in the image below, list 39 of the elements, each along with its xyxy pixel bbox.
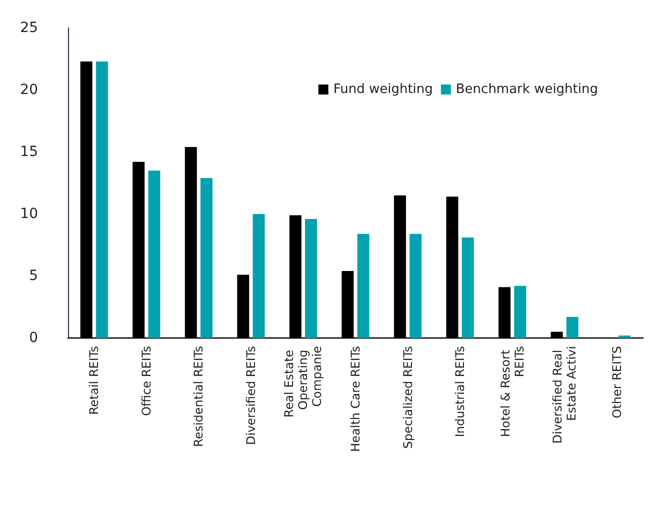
bar [462, 238, 474, 338]
bar [200, 178, 212, 338]
x-tick-label: Retail REITs [87, 346, 102, 415]
x-tick-label: Specialized REITs [400, 346, 415, 449]
bar [237, 274, 250, 338]
x-tick-label: Hotel & Resort REITs [498, 346, 526, 438]
bar [394, 195, 406, 338]
y-tick-label: 10 [20, 206, 38, 222]
y-tick-label: 20 [20, 82, 38, 98]
bar [566, 316, 578, 338]
bar [514, 286, 526, 338]
bar [132, 162, 145, 338]
bar [184, 147, 197, 338]
x-tick-label: Diversified Real Estate Activi [550, 346, 579, 444]
x-tick-label: Residential REITs [192, 346, 206, 447]
y-tick-label: 25 [20, 20, 38, 36]
bar [252, 214, 265, 338]
x-tick-label: Office REITs [139, 346, 154, 416]
legend-label: Benchmark weighting [456, 82, 598, 97]
legend-label: Fund weighting [333, 82, 433, 97]
bar [305, 218, 318, 338]
x-tick-label: Other REITS [610, 346, 624, 418]
x-tick-label: Diversified REITs [244, 346, 258, 446]
bar [342, 271, 354, 338]
bar [148, 170, 160, 338]
bar [289, 215, 302, 338]
bar [357, 234, 370, 338]
bar [410, 234, 422, 338]
x-tick-label: Real Estate Operating Companie [282, 346, 324, 418]
bar [80, 61, 92, 338]
y-tick-label: 15 [20, 144, 38, 160]
y-tick-label: 0 [29, 330, 38, 346]
y-tick-label: 5 [29, 268, 38, 284]
x-tick-label: Industrial REITs [453, 346, 468, 438]
bar [96, 61, 108, 338]
bar [550, 332, 563, 338]
bar [446, 196, 458, 338]
bar [498, 287, 511, 338]
x-tick-label: Health Care REITs [348, 346, 362, 452]
